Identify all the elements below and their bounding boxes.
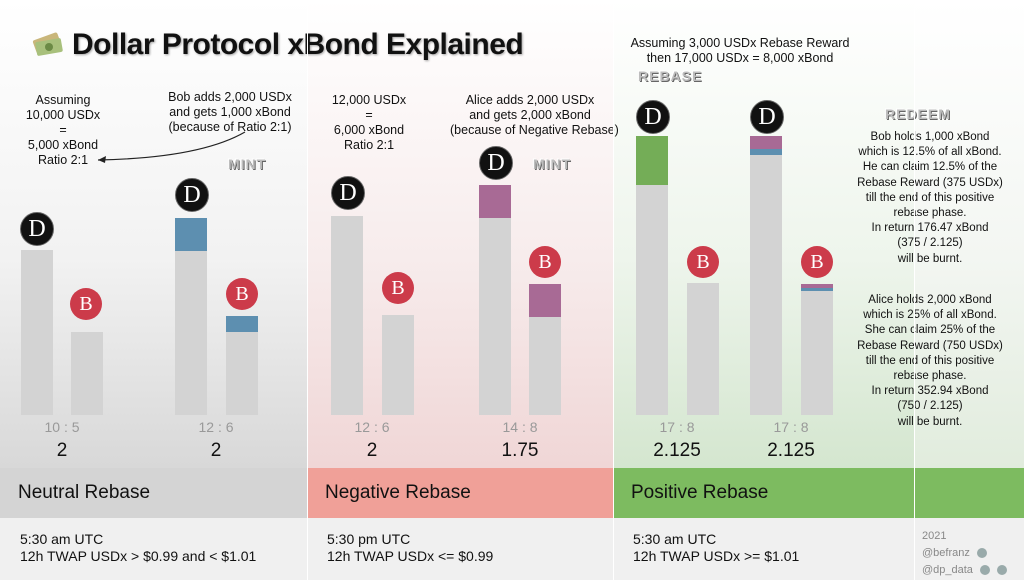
telegram-icon[interactable] (976, 548, 987, 559)
d-token-icon: D (636, 100, 670, 134)
ratio-label: 12 : 6 (198, 419, 234, 435)
negative-rebase-info: 5:30 pm UTC 12h TWAP USDx <= $0.99 (307, 518, 613, 580)
alice-mint-note: Alice adds 2,000 USDx and gets 2,000 xBon… (450, 93, 619, 137)
ratio-label: 17 : 8 (659, 419, 695, 435)
d-token-icon: D (750, 100, 784, 134)
bob-burn-segment (801, 288, 833, 291)
negative-assumption: 12,000 USDx = 6,000 xBond Ratio 2:1 (331, 93, 407, 152)
money-icon (32, 32, 63, 56)
bob-redeem-text: Bob holds 1,000 xBond which is 12.5% of a… (857, 131, 1003, 265)
minted-usdx-segment (175, 218, 207, 251)
b-token-icon: B (687, 246, 719, 278)
b-token-icon: B (382, 272, 414, 304)
b-supply-bar (529, 284, 561, 415)
b-token-icon: B (70, 288, 102, 320)
alice-redeem-text: Alice holds 2,000 xBond which is 25% of a… (857, 294, 1003, 428)
d-supply-bar (750, 136, 782, 415)
ratio-label: 17 : 8 (773, 419, 809, 435)
d-supply-bar (175, 218, 207, 415)
minted-usdx-segment (479, 185, 511, 218)
alice-claim-segment (750, 136, 782, 149)
telegram-icon[interactable] (980, 565, 990, 576)
d-supply-bar (21, 250, 53, 415)
neutral-assumption: Assuming 10,000 USDx = 5,000 xBond Ratio 2… (25, 93, 101, 167)
ratio-value: 2 (56, 440, 68, 461)
d-token-icon: D (20, 212, 54, 246)
page-title: Dollar Protocol xBond Explained (72, 28, 524, 61)
b-supply-bar (71, 332, 103, 415)
ratio-label: 12 : 6 (354, 419, 390, 435)
credits: 2021 @befranz @dp_data (914, 518, 1024, 580)
d-token-icon: D (479, 146, 513, 180)
d-supply-bar (479, 185, 511, 415)
divider (307, 0, 308, 580)
positive-rebase-info: 5:30 am UTC 12h TWAP USDx >= $1.01 (613, 518, 914, 580)
divider (613, 0, 614, 580)
ratio-value: 2.125 (767, 440, 815, 461)
bob-mint-note: Bob adds 2,000 USDx and gets 1,000 xBond(… (168, 90, 292, 134)
minted-xbond-segment (226, 316, 258, 332)
b-supply-bar (687, 283, 719, 415)
d-supply-bar (331, 216, 363, 415)
b-supply-bar (226, 316, 258, 415)
bob-claim-segment (750, 149, 782, 155)
rebase-reward-segment (636, 136, 668, 185)
negative-rebase-header: Negative Rebase (307, 468, 613, 518)
arrow-icon (97, 131, 246, 163)
b-supply-bar (382, 315, 414, 415)
d-token-icon: D (175, 178, 209, 212)
ratio-value: 2.125 (653, 440, 701, 461)
d-supply-bar (636, 136, 668, 415)
alice-burn-segment (801, 284, 833, 288)
ratio-value: 2 (210, 440, 222, 461)
redeem-stamp: REDEEM (885, 106, 951, 122)
b-token-icon: B (529, 246, 561, 278)
credit-handle[interactable]: @befranz (922, 547, 970, 559)
ratio-label: 14 : 8 (502, 419, 538, 435)
b-supply-bar (801, 284, 833, 415)
b-token-icon: B (801, 246, 833, 278)
rebase-stamp: REBASE (638, 68, 703, 84)
mint-stamp: MINT (533, 156, 572, 172)
positive-rebase-header: Positive Rebase (613, 468, 914, 518)
credit-handle[interactable]: @dp_data (922, 564, 973, 576)
mint-stamp: MINT (228, 156, 267, 172)
ratio-label: 10 : 5 (44, 419, 80, 435)
divider (914, 0, 915, 580)
neutral-rebase-header: Neutral Rebase (0, 468, 307, 518)
twitter-icon[interactable] (997, 565, 1008, 576)
minted-xbond-segment (529, 284, 561, 317)
ratio-value: 1.75 (501, 440, 539, 461)
d-token-icon: D (331, 176, 365, 210)
b-token-icon: B (226, 278, 258, 310)
positive-assumption: Assuming 3,000 USDx Rebase Reward then 17… (630, 36, 850, 65)
credit-header (914, 468, 1024, 518)
neutral-rebase-info: 5:30 am UTC 12h TWAP USDx > $0.99 and < $… (0, 518, 307, 580)
ratio-value: 2 (366, 440, 378, 461)
redeem-panel (914, 0, 1024, 468)
